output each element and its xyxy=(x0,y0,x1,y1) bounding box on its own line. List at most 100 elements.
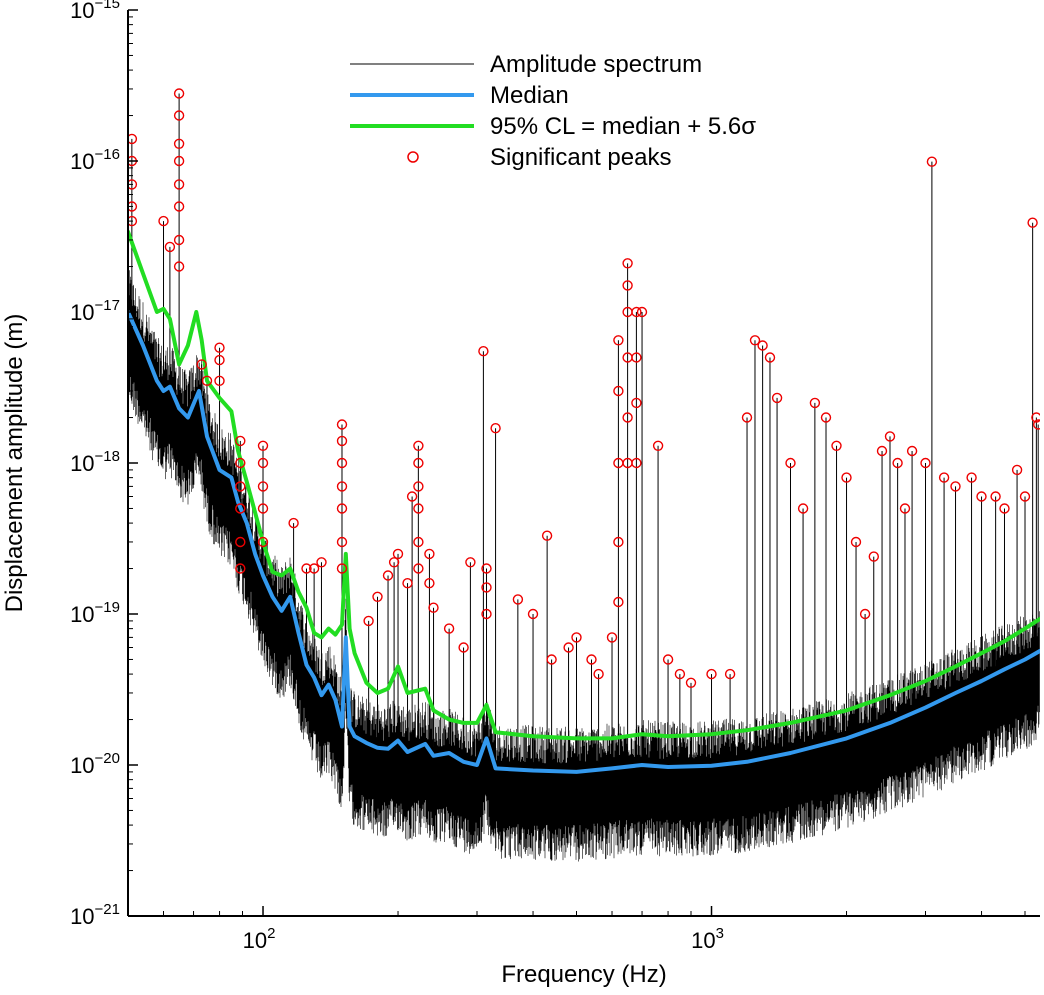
y-tick-exponent: −15 xyxy=(95,0,120,12)
significant-peak-marker xyxy=(336,563,348,574)
significant-peak-marker xyxy=(336,536,348,548)
significant-peak-marker xyxy=(841,472,852,483)
significant-peak-marker xyxy=(336,503,348,514)
amplitude-spectrum-series xyxy=(128,93,1040,862)
y-tick-label: 10−16 xyxy=(70,146,120,174)
significant-peak-marker xyxy=(613,385,624,397)
legend-label-amplitude-spectrum: Amplitude spectrum xyxy=(490,51,702,78)
significant-peak-marker xyxy=(235,457,246,469)
y-tick-exponent: −20 xyxy=(95,750,120,767)
significant-peak-marker xyxy=(1031,412,1040,423)
significant-peak-marker xyxy=(859,608,871,620)
x-axis-ticks: 102 103 xyxy=(127,906,1026,953)
significant-peak-marker xyxy=(413,536,424,548)
y-tick-exponent: −17 xyxy=(95,297,120,314)
y-tick-base: 10 xyxy=(70,904,94,929)
y-tick-exponent: −18 xyxy=(95,448,120,465)
significant-peak-marker xyxy=(336,481,348,492)
significant-peak-marker xyxy=(906,445,918,457)
significant-peak-marker xyxy=(257,503,269,514)
significant-peak-marker xyxy=(413,440,424,451)
significant-peak-marker xyxy=(478,346,489,357)
significant-peak-marker xyxy=(674,668,686,680)
significant-peak-marker xyxy=(884,431,896,442)
significant-peak-marker xyxy=(606,632,618,643)
significant-peak-marker xyxy=(631,397,642,409)
y-tick-label: 10−20 xyxy=(70,750,120,778)
significant-peak-marker xyxy=(443,623,455,634)
significant-peak-marker xyxy=(613,335,624,346)
significant-peak-marker xyxy=(201,375,213,386)
significant-peak-marker xyxy=(586,654,597,665)
significant-peak-marker xyxy=(622,280,633,291)
significant-peak-marker xyxy=(372,591,383,602)
significant-peak-marker xyxy=(214,375,225,386)
significant-peak-marker xyxy=(481,563,492,574)
significant-peak-marker xyxy=(257,457,269,469)
significant-peak-marker xyxy=(1011,464,1023,476)
significant-peak-marker xyxy=(990,491,1001,502)
significant-peak-marker xyxy=(173,261,185,272)
significant-peak-marker xyxy=(257,481,269,492)
significant-peak-marker xyxy=(336,435,348,447)
significant-peak-marker xyxy=(428,602,439,613)
legend-label-significant-peaks: Significant peaks xyxy=(490,144,671,171)
significant-peak-marker xyxy=(336,457,348,469)
significant-peak-marker xyxy=(976,491,987,502)
significant-peak-marker xyxy=(158,215,169,227)
significant-peak-marker xyxy=(797,503,809,514)
confidence-limit-curve xyxy=(128,229,1040,741)
significant-peak-marker xyxy=(288,517,299,529)
significant-peak-marker xyxy=(622,412,633,423)
legend-label-confidence-limit: 95% CL = median + 5.6σ xyxy=(490,113,756,140)
significant-peak-marker xyxy=(413,563,424,574)
significant-peak-marker xyxy=(173,234,185,246)
median-curve xyxy=(128,310,1040,774)
significant-peak-marker xyxy=(382,570,394,581)
significant-peak-marker xyxy=(308,563,320,574)
significant-peak-marker xyxy=(613,596,624,608)
significant-peak-marker xyxy=(235,503,246,514)
y-tick-base: 10 xyxy=(70,753,94,778)
legend-label-median: Median xyxy=(490,82,569,109)
x-tick-exponent: 2 xyxy=(267,925,275,942)
significant-peak-marker xyxy=(820,412,832,423)
significant-peak-marker xyxy=(938,472,950,483)
x-tick-base: 10 xyxy=(691,928,715,953)
significant-peak-marker xyxy=(631,352,642,363)
significant-peak-marker xyxy=(413,503,424,514)
y-tick-exponent: −16 xyxy=(95,146,120,163)
significant-peak-marker xyxy=(1019,491,1031,502)
significant-peak-marker xyxy=(173,110,185,121)
significant-peak-marker xyxy=(541,530,553,541)
significant-peak-marker xyxy=(316,557,327,568)
significant-peak-marker xyxy=(685,677,697,688)
legend: Amplitude spectrum Median 95% CL = media… xyxy=(350,51,756,171)
significant-peak-marker xyxy=(128,179,138,190)
significant-peak-marker xyxy=(593,668,604,680)
significant-peak-marker xyxy=(392,548,404,560)
significant-peak-marker xyxy=(920,457,931,469)
significant-peak-marker xyxy=(892,457,903,469)
y-tick-label: 10−19 xyxy=(70,599,120,627)
significant-peak-marker xyxy=(876,445,888,457)
significant-peak-marker xyxy=(173,88,185,99)
significant-peak-marker xyxy=(257,440,269,451)
y-tick-label: 10−17 xyxy=(70,297,120,325)
significant-peak-marker xyxy=(563,642,574,653)
significant-peak-marker xyxy=(926,156,938,167)
significant-peak-marker xyxy=(546,654,557,665)
significant-peak-marker xyxy=(490,423,501,434)
significant-peak-marker xyxy=(1033,419,1040,430)
significant-peak-marker xyxy=(757,340,768,351)
significant-peak-marker xyxy=(652,440,664,451)
significant-peaks-series xyxy=(128,88,1040,688)
significant-peak-marker xyxy=(662,654,674,665)
significant-peak-marker xyxy=(413,481,424,492)
y-tick-label: 10−21 xyxy=(70,901,120,929)
x-axis-label: Frequency (Hz) xyxy=(501,961,666,988)
significant-peak-marker xyxy=(622,258,633,269)
y-tick-base: 10 xyxy=(70,602,94,627)
y-tick-label: 10−18 xyxy=(70,448,120,476)
